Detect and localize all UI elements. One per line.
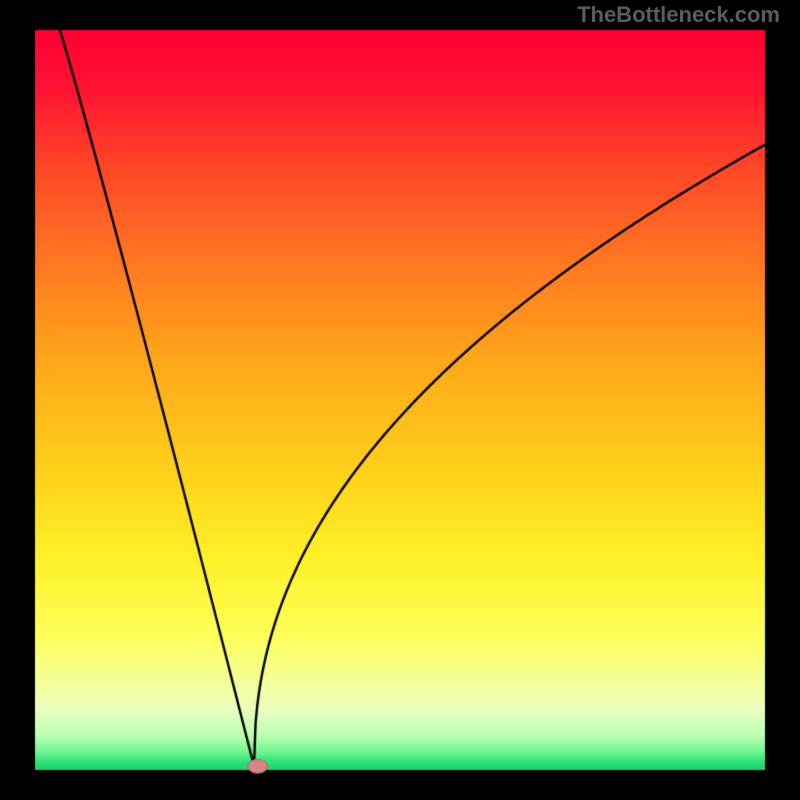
bottleneck-chart-canvas	[0, 0, 800, 800]
chart-wrapper: TheBottleneck.com	[0, 0, 800, 800]
